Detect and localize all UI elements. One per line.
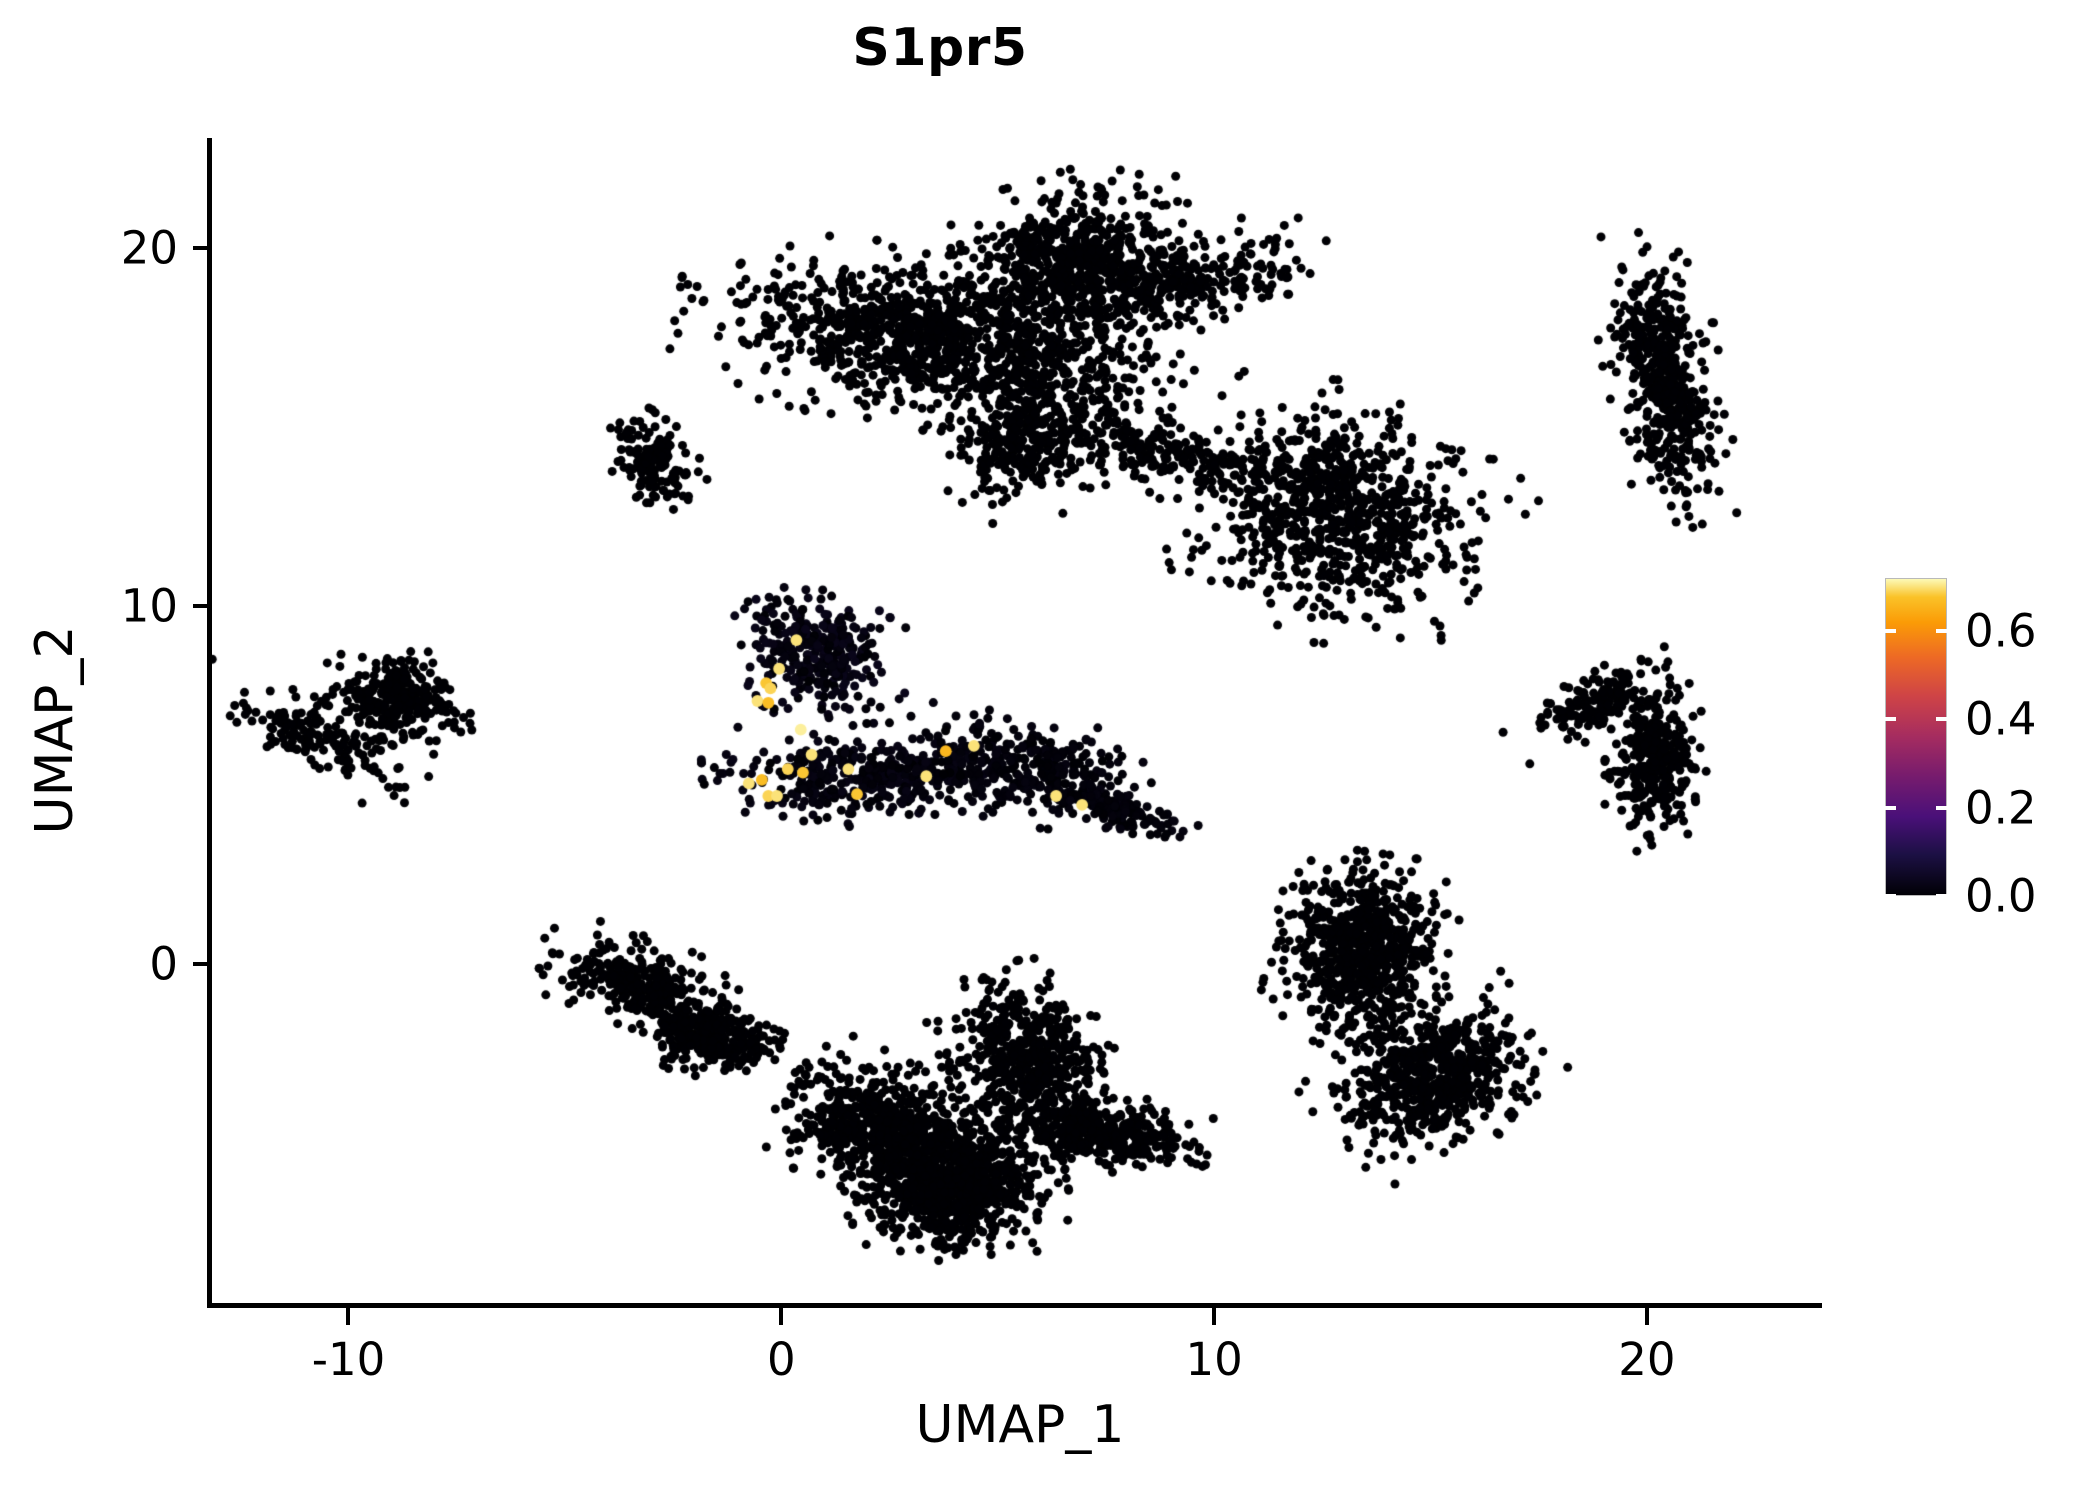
x-tick-label: 0 xyxy=(766,1333,796,1386)
x-tick-label: -10 xyxy=(311,1333,386,1386)
colorbar-tick-mark xyxy=(1885,717,1896,722)
y-tick-label: 10 xyxy=(120,579,178,633)
x-tick-mark xyxy=(1644,1308,1649,1325)
colorbar-tick-mark xyxy=(1936,629,1947,633)
colorbar-tick-label: 0.0 xyxy=(1965,869,2037,923)
colorbar-tick-mark xyxy=(1936,894,1947,898)
colorbar-tick-mark xyxy=(1885,629,1896,633)
y-tick-label: 0 xyxy=(149,937,178,991)
x-axis-spine xyxy=(207,1303,1822,1308)
x-tick-mark xyxy=(779,1308,784,1325)
y-axis-label: UMAP_2 xyxy=(25,625,85,835)
x-tick-mark xyxy=(1212,1308,1217,1325)
colorbar-tick-mark xyxy=(1885,894,1896,898)
x-tick-label: 20 xyxy=(1618,1333,1676,1386)
scatter-plot-axes xyxy=(210,140,1820,1305)
x-axis-label: UMAP_1 xyxy=(915,1395,1125,1455)
page-title: S1pr5 xyxy=(852,18,1028,78)
colorbar-tick-label: 0.4 xyxy=(1965,692,2037,746)
scatter-points-canvas xyxy=(210,140,1820,1305)
y-tick-mark xyxy=(193,962,210,967)
colorbar-tick-mark xyxy=(1936,717,1947,722)
colorbar-tick-label: 0.2 xyxy=(1965,781,2037,835)
colorbar-tick-mark xyxy=(1936,805,1947,810)
y-tick-mark xyxy=(193,245,210,250)
y-tick-label: 20 xyxy=(120,221,178,275)
colorbar-tick-label: 0.6 xyxy=(1965,604,2037,658)
x-tick-label: 10 xyxy=(1185,1333,1243,1386)
colorbar-gradient xyxy=(1885,578,1947,896)
y-axis-spine xyxy=(207,138,212,1308)
y-tick-mark xyxy=(193,604,210,608)
colorbar-tick-mark xyxy=(1885,805,1896,810)
x-tick-mark xyxy=(346,1308,351,1325)
